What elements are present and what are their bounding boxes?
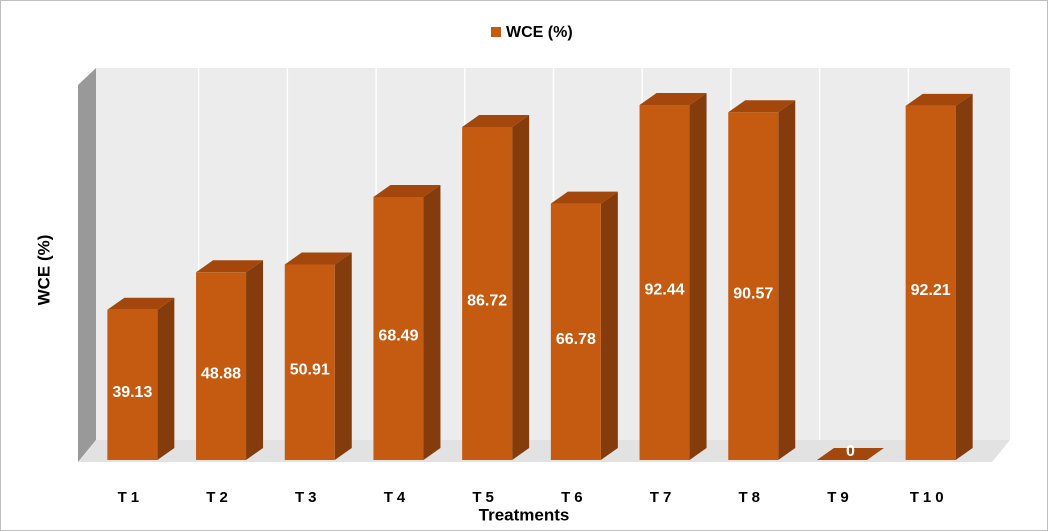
bar-side — [778, 100, 796, 461]
bar — [107, 309, 158, 460]
bar-top — [639, 93, 707, 106]
x-tick-label: T1 — [118, 489, 144, 506]
x-tick-label: T7 — [650, 489, 676, 506]
bar-side — [955, 93, 973, 460]
x-tick-label: T2 — [206, 489, 232, 506]
value-label: 68.49 — [378, 328, 418, 345]
bar-side — [246, 260, 264, 460]
bar-side — [600, 191, 618, 460]
side-wall — [78, 68, 96, 462]
bar — [284, 264, 335, 460]
bar — [462, 126, 513, 460]
bar-top — [905, 93, 973, 106]
bar — [373, 196, 424, 460]
value-label: 92.21 — [911, 282, 951, 299]
legend-label: WCE (%) — [506, 24, 573, 41]
value-label: 48.88 — [201, 365, 241, 382]
bar — [639, 105, 690, 461]
bar — [905, 105, 956, 460]
bar-top — [284, 252, 352, 265]
x-axis-title: Treatments — [479, 505, 570, 524]
bar-top — [196, 260, 264, 273]
bar — [728, 112, 779, 461]
value-label: 50.91 — [290, 361, 330, 378]
value-label: 66.78 — [556, 331, 596, 348]
bar-side — [689, 93, 707, 461]
value-label: 86.72 — [467, 293, 507, 310]
bar-top — [462, 114, 530, 127]
x-tick-label: T5 — [472, 489, 498, 506]
bar-top — [728, 100, 796, 113]
bar-top — [107, 297, 175, 310]
value-label: 90.57 — [733, 285, 773, 302]
bar-side — [423, 184, 441, 460]
x-tick-label: T8 — [738, 489, 764, 506]
value-label: 39.13 — [112, 384, 152, 401]
x-tick-label: T4 — [384, 489, 410, 506]
bar-side — [512, 114, 530, 460]
value-label: 0 — [846, 443, 855, 460]
value-label: 92.44 — [645, 282, 685, 299]
x-tick-label: T6 — [561, 489, 587, 506]
x-tick-label: T9 — [827, 489, 853, 506]
x-tick-label: T3 — [295, 489, 321, 506]
y-axis-title: WCE (%) — [34, 235, 53, 306]
bar-side — [157, 297, 175, 460]
bar — [196, 272, 247, 460]
bar-side — [334, 252, 352, 460]
bar-top — [816, 448, 884, 460]
bar-top — [550, 191, 618, 204]
bar — [550, 203, 601, 460]
legend-swatch — [491, 27, 501, 37]
x-tick-label: T10 — [910, 489, 948, 506]
bar-top — [373, 184, 441, 197]
